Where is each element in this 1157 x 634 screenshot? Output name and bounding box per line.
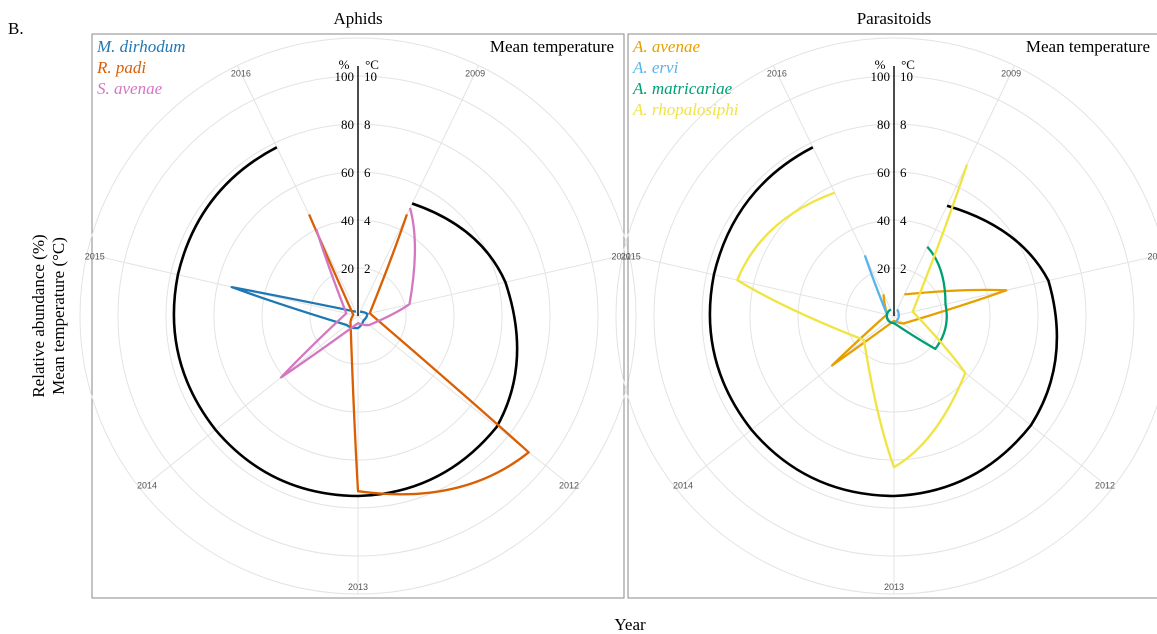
panel-border — [627, 33, 1157, 599]
radial-tick-label-celsius: 6 — [364, 165, 371, 180]
angular-tick-label: 2015 — [85, 252, 105, 262]
legend-entry: A. avenae — [632, 37, 700, 56]
legend-entry: A. ervi — [632, 58, 679, 77]
radial-tick-label-celsius: 8 — [364, 117, 371, 132]
grid-spoke — [676, 315, 895, 490]
grid-spoke — [236, 65, 359, 317]
radial-tick-label-percent: 20 — [341, 261, 354, 276]
radial-tick-label-percent: 80 — [341, 117, 354, 132]
angular-tick-label: 2013 — [348, 582, 368, 592]
grid-spoke — [357, 253, 630, 317]
angular-tick-labels: 2009 2011 2012 2013 2014 2015 2016 — [621, 69, 1157, 592]
grid-spoke — [357, 65, 480, 317]
legend-entry: S. avenae — [97, 79, 163, 98]
angular-tick-label: 2009 — [465, 69, 485, 79]
series-line-r-padi — [308, 213, 530, 496]
angular-tick-label: 2014 — [673, 480, 693, 490]
y-axis-title-line2: Mean temperature (°C) — [49, 237, 68, 395]
radial-tick-label-celsius: 10 — [364, 69, 377, 84]
radial-tick-label-percent: 60 — [877, 165, 890, 180]
temperature-line — [708, 146, 1059, 498]
grid-spoke — [772, 65, 895, 317]
radial-axis-title-percent: % — [875, 57, 886, 72]
legend-entry: M. dirhodum — [96, 37, 185, 56]
temperature-line — [172, 146, 519, 498]
radial-tick-label-celsius: 6 — [900, 165, 907, 180]
radial-tick-label-celsius: 4 — [364, 213, 371, 228]
radial-axis-title-celsius: °C — [901, 57, 915, 72]
angular-tick-label: 2011 — [1148, 252, 1157, 262]
temperature-legend-label: Mean temperature — [490, 37, 614, 56]
angular-tick-labels: 2009 2011 2012 2013 2014 2015 2016 — [85, 69, 631, 592]
radial-tick-label-percent: 80 — [877, 117, 890, 132]
radial-axis-title-celsius: °C — [365, 57, 379, 72]
radial-tick-label-percent: 100 — [871, 69, 891, 84]
angular-tick-label: 2016 — [231, 69, 251, 79]
radial-tick-label-percent: 100 — [335, 69, 355, 84]
angular-tick-label: 2009 — [1001, 69, 1021, 79]
panel-border — [91, 33, 625, 599]
legend: M. dirhodum R. padi S. avenae — [96, 37, 185, 98]
grid-spoke — [622, 253, 895, 317]
angular-tick-label: 2013 — [884, 582, 904, 592]
radial-axis: % °C 20 2 40 4 60 6 80 8 100 10 — [871, 57, 915, 316]
grid-spoke — [357, 315, 576, 490]
radial-tick-label-celsius: 4 — [900, 213, 907, 228]
angular-tick-label: 2016 — [767, 69, 787, 79]
series-lines — [708, 146, 1059, 498]
legend-entry: A. rhopalosiphi — [632, 100, 739, 119]
legend-entry: A. matricariae — [632, 79, 733, 98]
grid-spoke — [893, 315, 1112, 490]
series-line-s-avenae — [279, 207, 417, 379]
grid-spoke — [86, 253, 359, 317]
angular-tick-label: 2014 — [137, 480, 157, 490]
angular-tick-label: 2011 — [612, 252, 631, 262]
grid-spoke — [140, 315, 359, 490]
panel-parasitoids: Parasitoids 2009 2011 2012 2013 2014 2015 2016… — [615, 9, 1157, 599]
radial-tick-label-percent: 40 — [341, 213, 354, 228]
y-axis-title-line1: Relative abundance (%) — [29, 234, 48, 397]
radial-tick-label-percent: 40 — [877, 213, 890, 228]
series-line-a-rhopalosiphi — [736, 164, 968, 469]
panel-title: Aphids — [333, 9, 382, 28]
angular-tick-label: 2012 — [1095, 480, 1115, 490]
series-lines — [172, 146, 530, 498]
radial-axis-title-percent: % — [339, 57, 350, 72]
radial-tick-label-percent: 60 — [341, 165, 354, 180]
radial-tick-label-celsius: 2 — [364, 261, 371, 276]
radial-tick-label-celsius: 2 — [900, 261, 907, 276]
angular-tick-label: 2012 — [559, 480, 579, 490]
figure-label: B. — [8, 19, 24, 38]
x-axis-title: Year — [614, 615, 646, 634]
temperature-legend-label: Mean temperature — [1026, 37, 1150, 56]
radial-tick-label-celsius: 10 — [900, 69, 913, 84]
panel-title: Parasitoids — [857, 9, 932, 28]
radial-axis: % °C 20 2 40 4 60 6 80 8 100 10 — [335, 57, 379, 316]
series-line-a-matricariae — [885, 246, 948, 351]
legend: A. avenae A. ervi A. matricariae A. rhopalo… — [632, 37, 739, 119]
grid-spoke — [893, 255, 1157, 317]
legend-entry: R. padi — [96, 58, 146, 77]
grid-spoke — [893, 65, 1016, 317]
radial-tick-label-celsius: 8 — [900, 117, 907, 132]
polar-grid — [79, 37, 637, 595]
radial-tick-label-percent: 20 — [877, 261, 890, 276]
series-line-a-avenae — [830, 288, 1008, 367]
angular-tick-label: 2015 — [621, 252, 641, 262]
